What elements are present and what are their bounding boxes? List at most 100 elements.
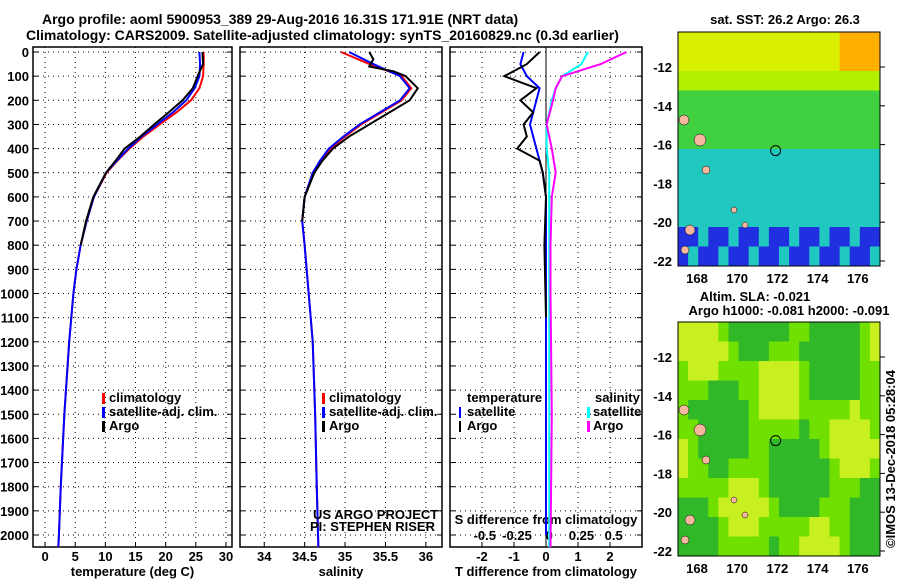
map-cell	[859, 188, 871, 208]
depth-tick-label: 1600	[0, 431, 29, 446]
map-cell	[688, 380, 699, 401]
map-cell	[779, 227, 790, 247]
map2-title1: Altim. SLA: -0.021	[700, 289, 811, 304]
map-cell	[708, 71, 719, 91]
map-cell	[869, 90, 881, 111]
map-cell	[698, 51, 709, 72]
map-cell	[779, 478, 790, 498]
map-cell	[718, 400, 729, 420]
map-cell	[859, 536, 871, 557]
map-cell	[738, 341, 750, 362]
map-cell	[799, 90, 810, 111]
map-cell	[718, 168, 729, 189]
map-cell	[708, 341, 719, 362]
map-cell	[718, 207, 729, 228]
map-cell	[708, 227, 719, 247]
lon-tick-label: 170	[726, 271, 748, 286]
map-cell	[789, 51, 800, 72]
map-cell	[799, 32, 810, 52]
map-cell	[799, 322, 810, 342]
map-cell	[819, 227, 830, 247]
map-cell	[698, 497, 709, 518]
map-cell	[718, 341, 729, 362]
map-cell	[809, 110, 820, 130]
map-cell	[688, 497, 699, 518]
profile-satellite-adj-clim-	[301, 51, 411, 548]
map-cell	[839, 90, 851, 111]
map-cell	[869, 478, 881, 498]
map-cell	[698, 32, 709, 52]
map-cell	[708, 458, 719, 479]
map-cell	[728, 419, 740, 440]
map-cell	[819, 341, 830, 362]
map-cell	[829, 149, 841, 169]
map-cell	[698, 400, 709, 420]
map-cell	[718, 497, 729, 518]
legend-label: Argo	[109, 418, 139, 433]
map-cell	[678, 341, 689, 362]
map-cell	[718, 90, 729, 111]
map-cell	[688, 90, 699, 111]
map-cell	[768, 458, 780, 479]
map-cell	[809, 341, 820, 362]
map-cell	[829, 517, 841, 537]
map-cell	[849, 322, 861, 342]
depth-tick-label: 800	[7, 238, 29, 253]
map-cell	[678, 90, 689, 111]
map-cell	[738, 361, 750, 381]
map-cell	[728, 380, 740, 401]
map-cell	[748, 497, 760, 518]
lon-tick-label: 170	[726, 561, 748, 576]
map-frame	[677, 31, 881, 267]
map-cell	[748, 207, 760, 228]
diff-S-satellite	[545, 51, 589, 548]
map-cell	[758, 322, 770, 342]
map-cell	[748, 322, 760, 342]
depth-tick-label: 1000	[0, 287, 29, 302]
depth-tick-label: 100	[7, 69, 29, 84]
map-cell	[819, 32, 830, 52]
depth-tick-label: 300	[7, 117, 29, 132]
map-cell	[738, 400, 750, 420]
map-cell	[718, 361, 729, 381]
map-cell	[809, 400, 820, 420]
map-cell	[708, 439, 719, 459]
map-cell	[738, 149, 750, 169]
lat-tick-label: -18	[653, 176, 672, 191]
diff-T-satellite	[519, 51, 547, 535]
depth-tick-label: 1700	[0, 456, 29, 471]
map-cell	[738, 51, 750, 72]
map-cell	[758, 246, 770, 267]
lat-tick-label: -16	[653, 138, 672, 153]
island	[701, 455, 711, 465]
map-cell	[789, 110, 800, 130]
legend-swatch	[459, 421, 461, 432]
map-cell	[799, 361, 810, 381]
map-cell	[849, 188, 861, 208]
map-cell	[748, 90, 760, 111]
map-cell	[728, 439, 740, 459]
map-cell	[809, 361, 820, 381]
lat-tick-label: -20	[653, 505, 672, 520]
map-cell	[839, 322, 851, 342]
map-cell	[698, 71, 709, 91]
map-cell	[758, 51, 770, 72]
map-cell	[839, 536, 851, 557]
map-cell	[748, 32, 760, 52]
map-cell	[869, 361, 881, 381]
map-cell	[809, 207, 820, 228]
map-cell	[728, 322, 740, 342]
map-cell	[829, 168, 841, 189]
depth-tick-label: 0	[22, 45, 29, 60]
map-cell	[869, 246, 881, 267]
map-cell	[849, 227, 861, 247]
map-cell	[789, 90, 800, 111]
map-cell	[789, 439, 800, 459]
map-cell	[748, 188, 760, 208]
map-cell	[728, 32, 740, 52]
map-cell	[859, 207, 871, 228]
map-cell	[819, 419, 830, 440]
map-cell	[819, 400, 830, 420]
argo-float-marker	[770, 435, 782, 447]
